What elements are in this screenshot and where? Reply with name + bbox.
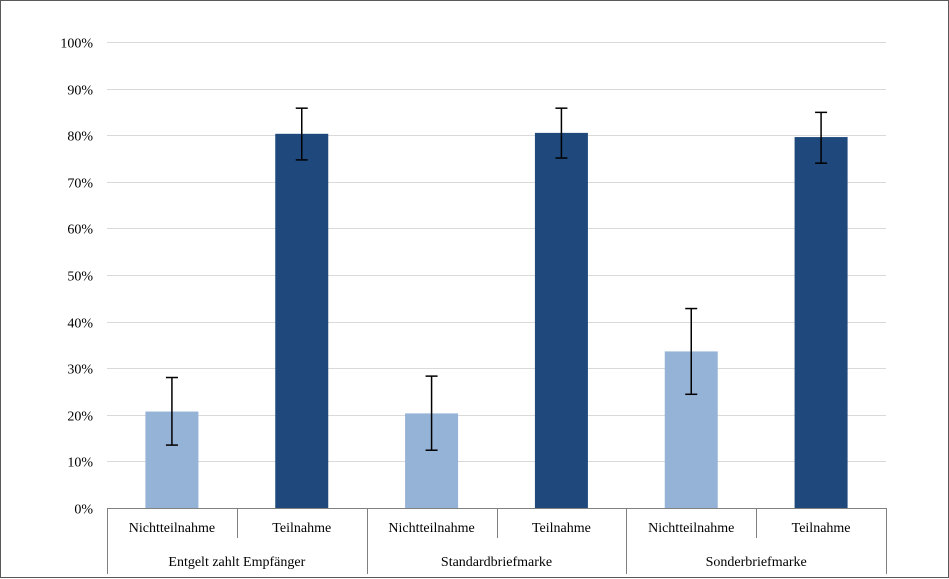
bar-teilnahme-1 <box>534 132 588 508</box>
bar-teilnahme-2 <box>794 137 848 508</box>
y-tick-label: 0% <box>74 503 93 518</box>
category-label: Nichtteilnahme <box>648 521 734 536</box>
category-label: Teilnahme <box>792 521 851 536</box>
y-tick-label: 30% <box>67 363 93 378</box>
error-bar <box>165 376 178 446</box>
x-axis-category-labels: Nichtteilnahme Teilnahme Nichtteilnahme Tei… <box>129 521 851 570</box>
y-tick-label: 20% <box>67 410 93 425</box>
y-tick-label: 90% <box>67 84 93 99</box>
y-tick-label: 60% <box>67 223 93 238</box>
y-tick-label: 100% <box>60 37 93 52</box>
group-label: Entgelt zahlt Empfänger <box>168 555 305 570</box>
x-axis <box>107 508 887 574</box>
bar-teilnahme-0 <box>275 133 329 508</box>
y-axis-tick-labels: 0% 10% 20% 30% 40% 50% 60% 70% 80% 90% 100% <box>60 37 93 518</box>
category-label: Nichtteilnahme <box>388 521 474 536</box>
bars <box>145 132 848 508</box>
group-label: Standardbriefmarke <box>441 555 552 570</box>
error-bar <box>295 107 308 161</box>
gridlines <box>107 42 886 462</box>
y-tick-label: 70% <box>67 177 93 192</box>
error-bars <box>165 107 828 451</box>
y-tick-label: 80% <box>67 130 93 145</box>
y-tick-label: 10% <box>67 456 93 471</box>
y-tick-label: 50% <box>67 270 93 285</box>
group-label: Sonderbriefmarke <box>706 555 807 570</box>
error-bar <box>685 307 698 396</box>
error-bar <box>555 107 568 159</box>
error-bar <box>425 375 438 451</box>
category-label: Nichtteilnahme <box>129 521 215 536</box>
y-tick-label: 40% <box>67 317 93 332</box>
error-bar <box>815 111 828 164</box>
category-label: Teilnahme <box>272 521 331 536</box>
category-label: Teilnahme <box>532 521 591 536</box>
